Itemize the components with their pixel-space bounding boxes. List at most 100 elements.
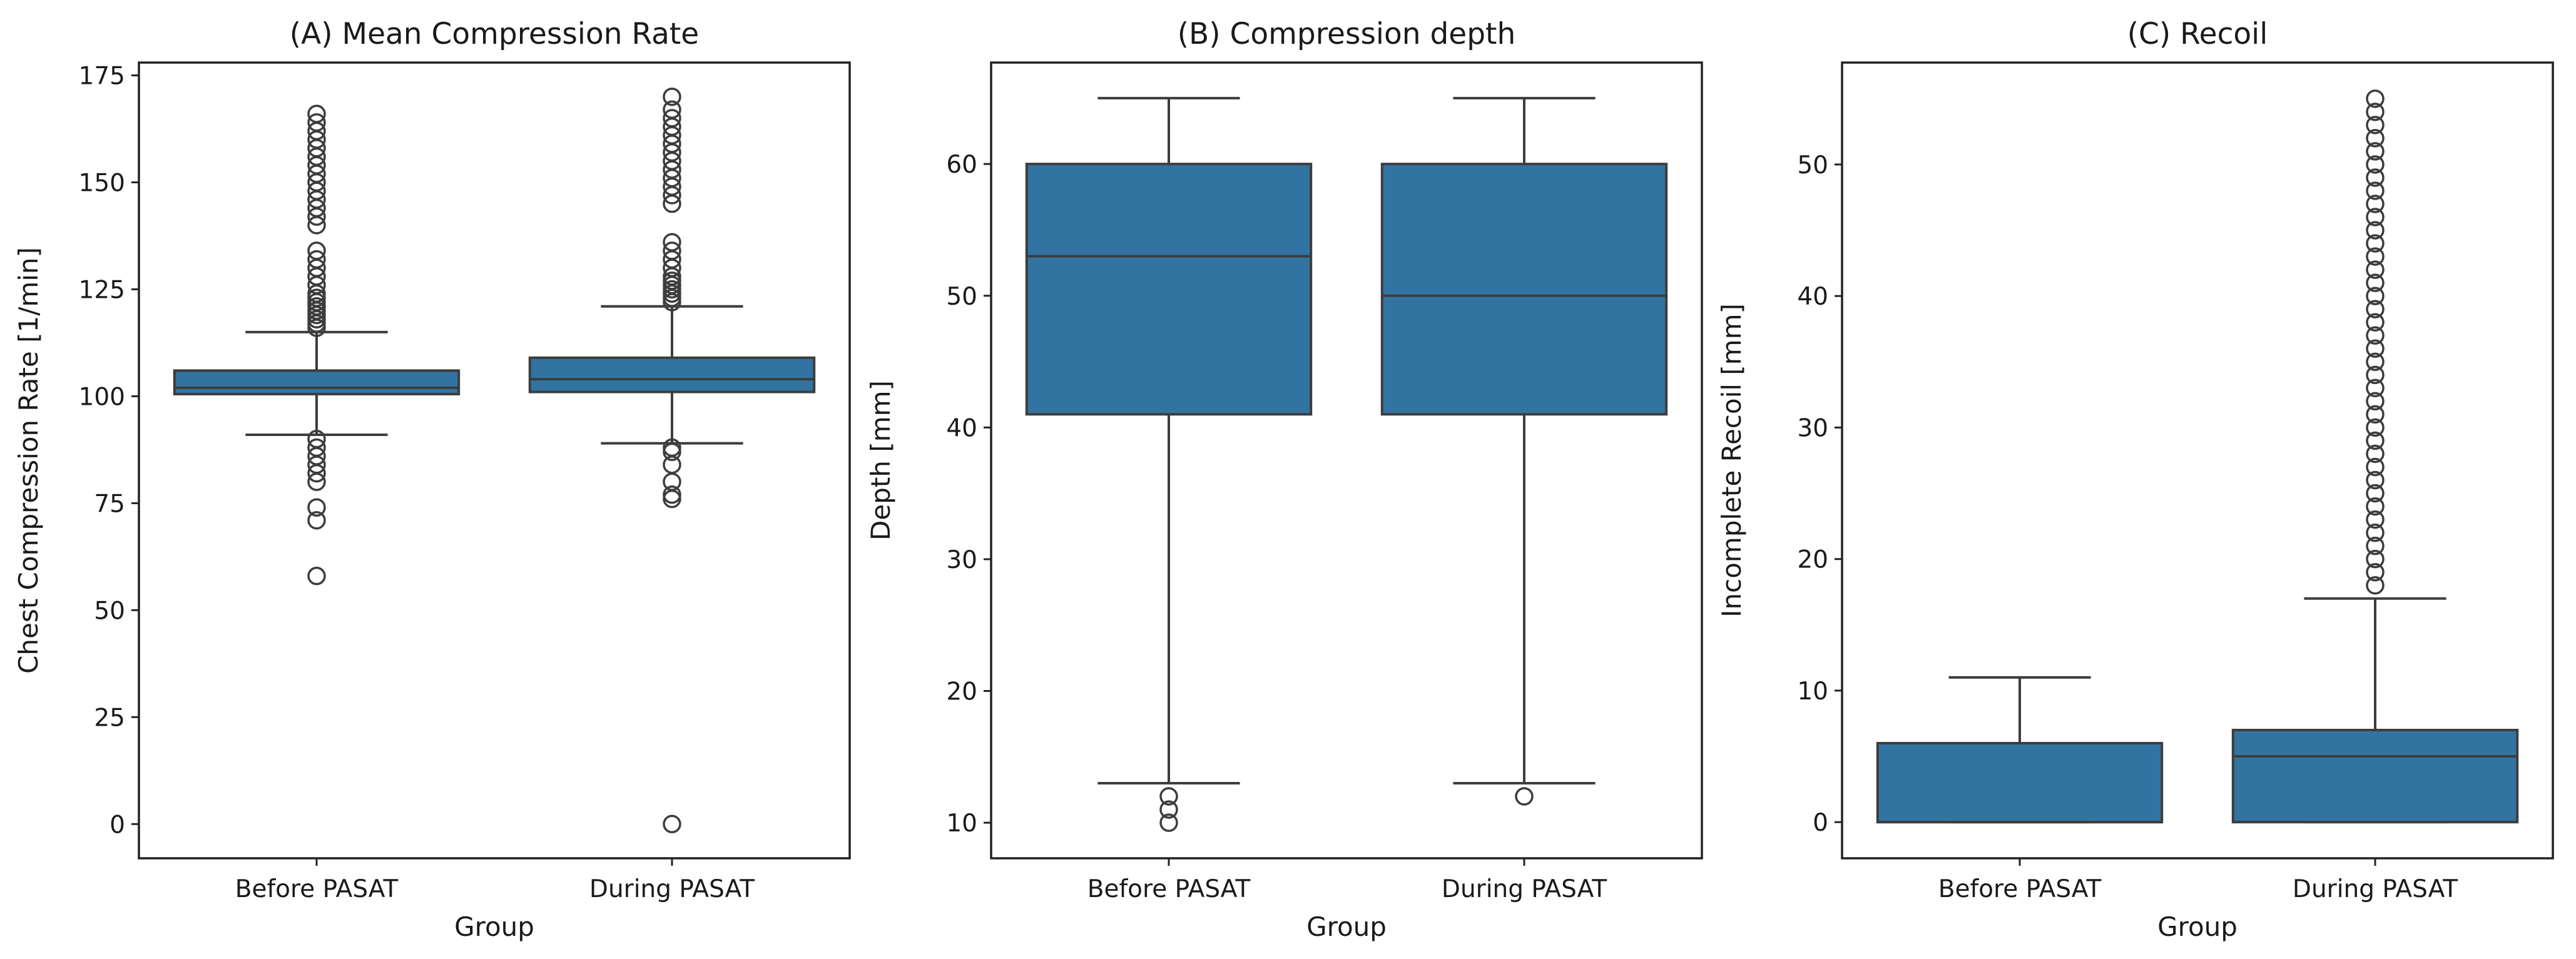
outlier-point bbox=[2366, 510, 2385, 529]
outlier-point bbox=[307, 104, 326, 123]
y-tick-label: 50 bbox=[946, 283, 977, 311]
panel-title: (A) Mean Compression Rate bbox=[290, 17, 699, 51]
outlier-point bbox=[2366, 365, 2385, 385]
outlier-point bbox=[2366, 260, 2385, 279]
x-tick-label: Before PASAT bbox=[1087, 875, 1251, 903]
x-tick-label: Before PASAT bbox=[1938, 875, 2102, 903]
y-tick-label: 50 bbox=[94, 597, 125, 625]
outlier-point bbox=[2366, 444, 2385, 464]
y-axis-label: Depth [mm] bbox=[865, 380, 896, 540]
outlier-point bbox=[2366, 89, 2385, 108]
outlier-point bbox=[2366, 523, 2385, 542]
outlier-point bbox=[2366, 497, 2385, 516]
outlier-point bbox=[2366, 300, 2385, 318]
outlier-point bbox=[2366, 129, 2385, 148]
outlier-point bbox=[2366, 470, 2385, 490]
box-body bbox=[1380, 163, 1668, 416]
box-1 bbox=[1025, 96, 1313, 832]
outlier-point bbox=[307, 113, 326, 132]
panel-2: (B) Compression depth 10 20 30 40 50 60 Before … bbox=[865, 17, 1703, 942]
y-tick-label: 25 bbox=[94, 704, 125, 732]
outlier-point bbox=[2366, 234, 2385, 253]
y-tick-label: 20 bbox=[946, 678, 977, 706]
y-tick-label: 20 bbox=[1797, 546, 1828, 574]
outlier-point bbox=[2366, 103, 2385, 121]
outlier-point bbox=[1515, 787, 1534, 806]
y-axis-label: Chest Compression Rate [1/min] bbox=[13, 247, 44, 674]
x-tick-label: During PASAT bbox=[589, 875, 755, 903]
y-tick-label: 150 bbox=[79, 169, 125, 197]
outlier-point bbox=[2366, 536, 2385, 556]
y-tick-label: 60 bbox=[946, 151, 977, 179]
panel-title: (B) Compression depth bbox=[1178, 17, 1516, 51]
y-tick-label: 10 bbox=[946, 809, 977, 838]
x-axis-label: Group bbox=[1306, 911, 1387, 942]
outlier-point bbox=[2366, 247, 2385, 266]
box-1 bbox=[173, 104, 461, 586]
y-tick-label: 30 bbox=[946, 546, 977, 574]
outlier-point bbox=[2366, 339, 2385, 358]
box-1 bbox=[1876, 676, 2164, 824]
outlier-point bbox=[663, 442, 681, 462]
outlier-point bbox=[307, 464, 326, 483]
box-body bbox=[1025, 163, 1313, 416]
outlier-point bbox=[1159, 800, 1178, 819]
outlier-point bbox=[2366, 168, 2385, 187]
box-body bbox=[1876, 742, 2164, 824]
y-tick-label: 175 bbox=[79, 63, 125, 91]
outlier-point bbox=[663, 489, 681, 509]
outlier-point bbox=[2366, 576, 2385, 595]
outlier-point bbox=[2366, 287, 2385, 305]
outlier-point bbox=[2366, 352, 2385, 372]
y-tick-label: 10 bbox=[1797, 677, 1828, 706]
outlier-point bbox=[2366, 221, 2385, 240]
outlier-point bbox=[2366, 195, 2385, 213]
outlier-point bbox=[2366, 549, 2385, 569]
outlier-point bbox=[2366, 484, 2385, 503]
outlier-point bbox=[663, 241, 681, 260]
outlier-point bbox=[2366, 378, 2385, 398]
box-body bbox=[173, 369, 461, 395]
outlier-point bbox=[1159, 787, 1178, 806]
y-tick-label: 125 bbox=[79, 276, 125, 304]
outlier-point bbox=[2366, 562, 2385, 582]
x-axis-label: Group bbox=[2157, 911, 2237, 942]
y-tick-label: 30 bbox=[1797, 414, 1828, 442]
outlier-point bbox=[307, 241, 326, 260]
box-2 bbox=[1380, 96, 1668, 806]
outlier-point bbox=[2366, 326, 2385, 345]
outlier-point bbox=[307, 472, 326, 491]
y-tick-label: 100 bbox=[79, 383, 125, 411]
outlier-point bbox=[663, 233, 681, 251]
outlier-point bbox=[2366, 418, 2385, 437]
outlier-point bbox=[2366, 181, 2385, 200]
outlier-point bbox=[2366, 457, 2385, 477]
outlier-point bbox=[2366, 313, 2385, 332]
x-tick-label: Before PASAT bbox=[235, 875, 399, 903]
outlier-point bbox=[663, 109, 681, 128]
plot-frame bbox=[138, 61, 851, 860]
y-axis-label: Incomplete Recoil [mm] bbox=[1716, 303, 1747, 617]
plot-frame bbox=[990, 61, 1703, 860]
y-tick-label: 50 bbox=[1797, 151, 1828, 180]
box-body bbox=[528, 356, 816, 393]
y-tick-label: 0 bbox=[1813, 809, 1828, 837]
box-body bbox=[2231, 729, 2519, 824]
y-tick-label: 0 bbox=[109, 811, 125, 839]
y-tick-label: 75 bbox=[94, 490, 125, 518]
x-tick-label: During PASAT bbox=[1442, 875, 1607, 903]
y-tick-label: 40 bbox=[946, 414, 977, 442]
outlier-point bbox=[663, 87, 681, 106]
outlier-point bbox=[2366, 392, 2385, 411]
outlier-point bbox=[2366, 405, 2385, 424]
outlier-point bbox=[307, 510, 326, 530]
plot-frame bbox=[1841, 61, 2554, 860]
outlier-point bbox=[2366, 155, 2385, 174]
outlier-point bbox=[663, 100, 681, 119]
x-axis-label: Group bbox=[454, 911, 534, 942]
panel-title: (C) Recoil bbox=[2127, 17, 2268, 51]
x-tick-label: During PASAT bbox=[2293, 875, 2458, 903]
outlier-point bbox=[307, 566, 326, 586]
outlier-point bbox=[2366, 116, 2385, 134]
